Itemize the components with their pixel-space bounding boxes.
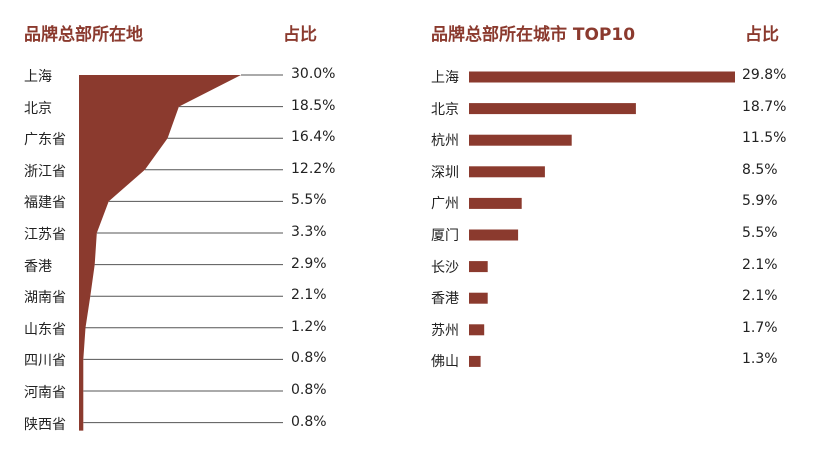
left-category-label-5: 江苏省	[24, 227, 66, 243]
left-category-label-1: 北京	[24, 100, 52, 117]
right-category-label-3: 深圳	[431, 164, 459, 181]
left-value-label-10: 0.8%	[291, 382, 327, 398]
right-bar-8	[469, 324, 485, 336]
left-value-label-11: 0.8%	[291, 413, 327, 430]
left-chart-guide-lines	[83, 74, 283, 424]
right-category-label-7: 香港	[431, 291, 459, 308]
right-category-label-4: 广州	[431, 196, 459, 213]
right-category-label-0: 上海	[431, 70, 459, 86]
right-bar-2	[469, 134, 572, 146]
left-value-label-0: 30.0%	[291, 66, 336, 82]
left-chart-title: 品牌总部所在地	[24, 25, 143, 45]
left-category-label-0: 上海	[24, 69, 52, 85]
right-chart-bars	[469, 71, 735, 367]
right-value-label-3: 8.5%	[742, 161, 778, 178]
left-category-label-3: 浙江省	[24, 163, 66, 180]
right-category-label-8: 苏州	[431, 322, 459, 339]
right-bar-6	[469, 261, 488, 273]
left-value-label-7: 2.1%	[291, 287, 327, 304]
left-category-label-4: 福建省	[24, 195, 66, 212]
right-bar-4	[469, 197, 522, 209]
left-category-label-8: 山东省	[24, 321, 66, 338]
right-bar-3	[469, 166, 545, 178]
right-category-label-5: 厦门	[431, 228, 459, 244]
left-value-label-3: 12.2%	[291, 160, 336, 177]
right-value-label-5: 5.5%	[742, 225, 778, 241]
right-bar-9	[469, 355, 481, 367]
right-chart-value-header: 占比	[745, 25, 779, 45]
right-category-label-6: 长沙	[431, 259, 459, 276]
left-chart-area	[79, 75, 241, 431]
right-value-label-9: 1.3%	[742, 351, 778, 368]
left-value-label-1: 18.5%	[291, 97, 336, 114]
left-value-label-9: 0.8%	[291, 350, 327, 367]
left-category-label-11: 陕西省	[24, 416, 66, 433]
right-bar-0	[469, 71, 735, 83]
right-value-label-8: 1.7%	[742, 319, 778, 336]
left-chart-value-header: 占比	[283, 25, 317, 45]
right-value-label-0: 29.8%	[742, 67, 787, 83]
left-category-label-7: 湖南省	[24, 290, 66, 307]
left-category-label-6: 香港	[24, 258, 52, 275]
right-value-label-6: 2.1%	[742, 256, 778, 273]
left-category-label-2: 广东省	[24, 132, 66, 149]
right-bar-7	[469, 292, 488, 304]
left-value-label-6: 2.9%	[291, 255, 327, 272]
left-value-label-4: 5.5%	[291, 192, 327, 209]
right-value-label-4: 5.9%	[742, 193, 778, 210]
right-chart-title: 品牌总部所在城市 TOP10	[431, 25, 636, 45]
left-category-label-10: 河南省	[24, 385, 66, 401]
right-value-label-7: 2.1%	[742, 288, 778, 305]
right-value-label-1: 18.7%	[742, 98, 787, 115]
left-value-label-5: 3.3%	[291, 224, 327, 240]
left-category-label-9: 四川省	[24, 353, 66, 370]
right-category-label-2: 杭州	[431, 133, 459, 150]
right-category-label-1: 北京	[431, 101, 459, 118]
right-category-label-9: 佛山	[431, 354, 459, 371]
right-bar-1	[469, 103, 636, 115]
left-value-label-8: 1.2%	[291, 318, 327, 335]
right-value-label-2: 11.5%	[742, 130, 787, 147]
right-bar-5	[469, 229, 519, 241]
left-value-label-2: 16.4%	[291, 129, 336, 146]
